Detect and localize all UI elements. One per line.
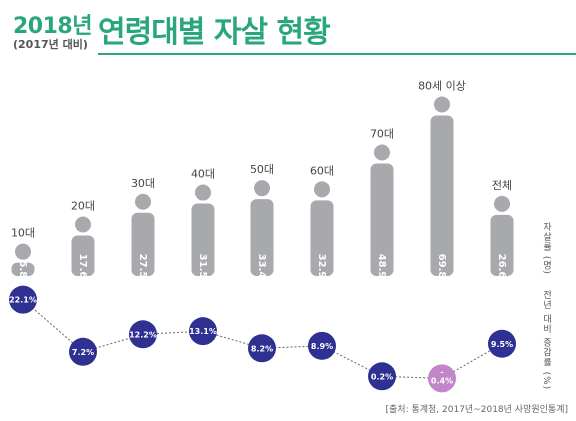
chart-title: 연령대별 자살 현황 [98,15,331,50]
bar-4-head [195,184,211,201]
change-point-8-label: 0.4% [431,376,453,385]
bar-3 [131,212,155,276]
year-label: 2018년 [13,14,92,39]
bar-1-head [15,243,31,260]
bar-3-head [135,193,151,210]
line-axis-label: 전년 대비 증감률 (%) [541,290,551,391]
change-point-8 [428,364,456,393]
change-point-2-label: 7.2% [72,348,94,357]
source-note: [출처: 통계청, 2017년~2018년 사망원인통계] [385,405,569,415]
bar-3-value: 27.5 [137,254,148,279]
bar-5-category: 50대 [250,163,274,176]
change-point-6-label: 8.9% [311,342,333,351]
change-point-1 [9,285,37,314]
change-point-7-label: 0.2% [371,372,393,381]
change-point-9 [488,329,516,358]
bar-5-value: 33.4 [256,254,267,279]
bar-1-value: 5.8 [17,260,28,278]
bar-8 [430,115,454,277]
comparison-subtitle: (2017년 대비) [13,38,88,51]
bar-6-head [314,181,330,198]
bar-4-category: 40대 [191,168,215,181]
bar-5 [250,199,274,276]
change-point-9-label: 9.5% [491,340,513,349]
bar-5-head [254,180,270,197]
change-line [22,299,503,379]
change-point-1-label: 22.1% [9,296,37,305]
bar-2-value: 17.6 [77,254,88,279]
change-point-4-label: 13.1% [189,327,217,336]
bar-7-head [374,144,390,161]
bar-7-value: 48.9 [376,254,387,279]
bar-9-head [494,195,510,212]
bar-2-head [75,216,91,233]
bar-3-category: 30대 [131,177,155,190]
bar-2 [71,235,95,276]
bar-4 [191,203,215,276]
bar-6-category: 60대 [310,164,334,177]
change-point-7 [368,362,396,391]
bar-9-value: 26.6 [496,254,507,279]
change-point-8-sign: - [440,367,443,376]
change-point-3 [129,320,157,349]
bar-9-category: 전체 [492,179,512,192]
bar-8-category: 80세 이상 [418,79,466,92]
bar-8-head [434,96,450,113]
bar-9 [490,214,514,276]
bar-axis-label: 자살률 (명) [541,222,551,275]
bar-1-category: 10대 [11,227,35,240]
title-underline [98,53,576,55]
bar-6-value: 32.9 [316,254,327,279]
change-point-5-label: 8.2% [251,344,273,353]
change-point-3-label: 12.2% [129,330,157,339]
header: 2018년 (2017년 대비) 연령대별 자살 현황 [0,0,576,60]
bar-6 [310,200,334,276]
bar-2-category: 20대 [71,200,95,213]
bar-series: 10대 5.8 20대 17.6 30대 27.5 40대 31.5 50대 33.4 60대 32.… [11,79,514,278]
bar-7-category: 70대 [370,128,394,141]
change-point-2 [69,337,97,366]
change-point-6 [308,331,336,360]
bar-4-value: 31.5 [197,254,208,279]
bar-1 [11,262,35,276]
change-point-5 [248,334,276,363]
bar-7 [370,163,394,276]
bar-8-value: 69.8 [436,254,447,279]
change-series: 22.1% 7.2% 12.2% 13.1% 8.2% 8.9% 0.2% -0.4% 9.5% [9,285,516,393]
change-point-4 [189,317,217,346]
